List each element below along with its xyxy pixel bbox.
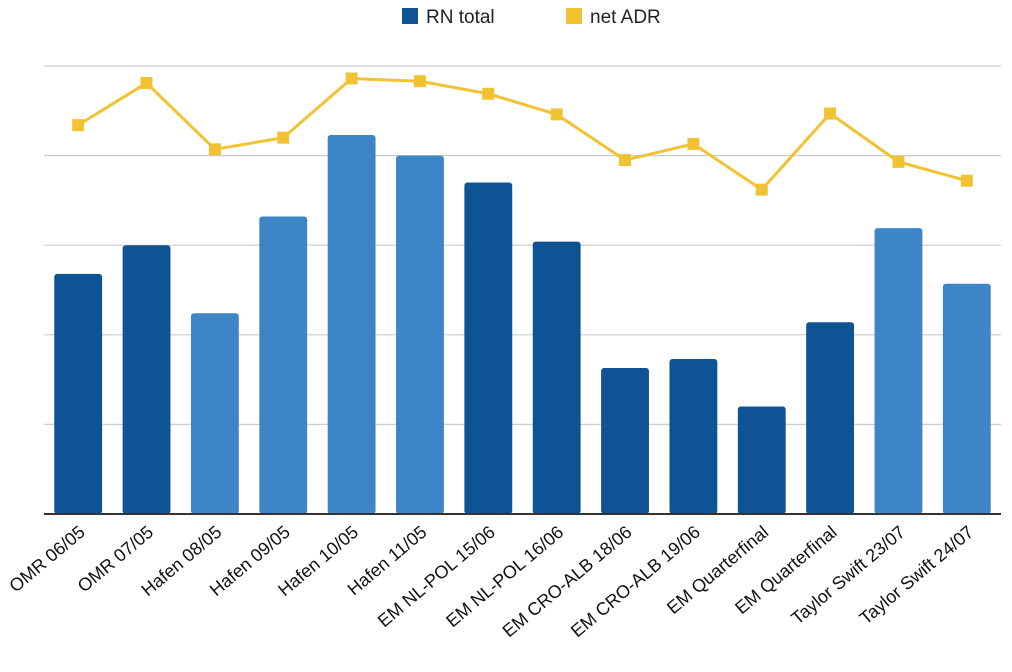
bar-rn-total	[737, 406, 786, 514]
bar-rn-total	[122, 245, 171, 514]
bar-rn-total	[601, 367, 649, 514]
x-tick-label: EM NL-POL 15/06	[374, 522, 499, 631]
point-net-adr	[619, 154, 632, 167]
bar-rn-total	[190, 313, 239, 514]
bar-rn-total	[532, 241, 581, 514]
legend: RN total net ADR	[402, 7, 661, 28]
bars	[54, 134, 991, 515]
bar-rn-total	[942, 283, 991, 514]
bar-rn-total	[259, 216, 308, 514]
point-net-adr	[140, 77, 153, 90]
point-net-adr	[824, 107, 837, 120]
bar-rn-total	[464, 182, 513, 515]
bar-rn-total	[327, 134, 376, 514]
point-net-adr	[687, 137, 700, 150]
x-tick-label: EM CRO-ALB 19/06	[567, 522, 704, 641]
legend-swatch-rn-total	[402, 8, 418, 24]
legend-swatch-net-adr	[566, 8, 582, 24]
legend-label-rn-total: RN total	[426, 7, 495, 28]
x-tick-label: EM CRO-ALB 18/06	[499, 522, 636, 641]
gridlines	[44, 65, 1001, 425]
line-series	[72, 72, 973, 196]
bar-rn-total	[669, 358, 718, 514]
point-net-adr	[208, 143, 221, 156]
point-net-adr	[960, 174, 973, 187]
bar-rn-total	[874, 228, 923, 514]
point-net-adr	[413, 75, 426, 88]
bar-rn-total	[396, 155, 444, 514]
line-net-adr	[77, 77, 968, 192]
bar-rn-total	[806, 322, 855, 514]
point-net-adr	[550, 108, 563, 121]
point-net-adr	[277, 131, 290, 144]
x-tick-label: EM NL-POL 16/06	[442, 522, 567, 631]
bar-rn-total	[54, 273, 103, 514]
point-net-adr	[892, 155, 905, 168]
x-tick-label: Taylor Swift 23/07	[787, 522, 909, 629]
legend-label-net-adr: net ADR	[590, 7, 661, 28]
point-net-adr	[345, 72, 358, 85]
point-net-adr	[482, 87, 495, 100]
point-net-adr	[755, 183, 768, 196]
x-tick-label: Taylor Swift 24/07	[856, 522, 978, 629]
point-net-adr	[72, 119, 85, 132]
